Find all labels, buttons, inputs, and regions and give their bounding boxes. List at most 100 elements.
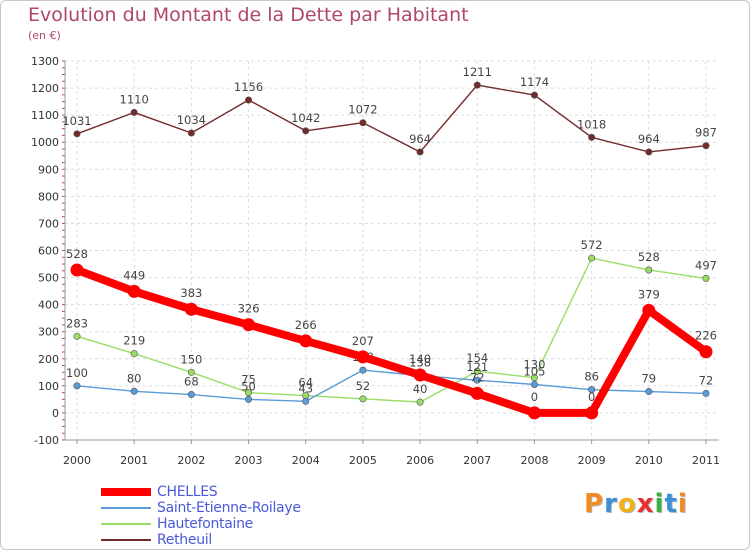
data-label-hautefontaine: 497	[695, 258, 717, 272]
data-point-hautefontaine	[530, 374, 538, 382]
data-point-saint-etienne-roilaye	[187, 391, 195, 399]
data-point-chelles	[585, 406, 599, 420]
data-point-hautefontaine	[645, 266, 653, 274]
y-tick-label: 200	[38, 353, 59, 366]
x-tick-label: 2005	[349, 454, 377, 467]
data-point-hautefontaine	[473, 367, 481, 375]
data-label-hautefontaine: 528	[638, 250, 660, 264]
data-point-chelles	[699, 345, 713, 359]
data-point-chelles	[527, 406, 541, 420]
data-label-chelles: 72	[470, 370, 485, 384]
data-label-hautefontaine: 150	[180, 352, 202, 366]
logo-letter: i	[654, 489, 665, 519]
data-label-retheuil: 1031	[62, 114, 91, 128]
data-point-chelles	[70, 263, 84, 277]
logo-letter: i	[677, 489, 688, 519]
logo-letter: o	[617, 489, 637, 519]
y-tick-label: 400	[38, 299, 59, 312]
x-tick-label: 2010	[635, 454, 663, 467]
data-label-retheuil: 987	[695, 126, 717, 140]
data-point-retheuil	[473, 81, 481, 89]
data-label-saint-etienne-roilaye: 86	[584, 370, 599, 384]
x-tick-label: 2006	[406, 454, 434, 467]
y-tick-label: 100	[38, 380, 59, 393]
data-point-retheuil	[645, 148, 653, 156]
data-point-saint-etienne-roilaye	[530, 381, 538, 389]
y-tick-label: 1200	[31, 82, 59, 95]
y-tick-label: 1000	[31, 136, 59, 149]
data-label-saint-etienne-roilaye: 72	[699, 373, 714, 387]
y-tick-label: 1300	[31, 55, 59, 68]
legend-item-saint-etienne-roilaye: Saint-Etienne-Roilaye	[101, 500, 361, 517]
data-point-hautefontaine	[130, 350, 138, 358]
data-label-chelles: 0	[531, 390, 538, 404]
data-point-retheuil	[359, 119, 367, 127]
data-point-chelles	[127, 284, 141, 298]
data-point-saint-etienne-roilaye	[645, 388, 653, 396]
x-tick-label: 2008	[520, 454, 548, 467]
data-point-hautefontaine	[187, 368, 195, 376]
data-point-chelles	[242, 318, 256, 332]
legend-label-saint-etienne-roilaye: Saint-Etienne-Roilaye	[157, 500, 301, 516]
logo-letter: P	[584, 489, 605, 519]
data-point-hautefontaine	[702, 274, 710, 282]
data-label-hautefontaine: 219	[123, 334, 145, 348]
data-point-retheuil	[187, 129, 195, 137]
data-point-chelles	[642, 303, 656, 317]
data-label-hautefontaine: 64	[298, 376, 313, 390]
data-point-hautefontaine	[359, 395, 367, 403]
legend-swatch-chelles	[101, 488, 151, 496]
y-tick-label: 0	[52, 407, 59, 420]
data-label-chelles: 449	[123, 268, 145, 282]
proxiti-logo: Proxiti	[584, 489, 688, 519]
y-tick-label: 500	[38, 272, 59, 285]
data-label-saint-etienne-roilaye: 68	[184, 375, 199, 389]
data-point-retheuil	[302, 127, 310, 135]
y-tick-label: 800	[38, 190, 59, 203]
data-point-retheuil	[702, 142, 710, 150]
x-tick-label: 2004	[292, 454, 320, 467]
data-label-chelles: 379	[638, 287, 660, 301]
legend-item-retheuil: Retheuil	[101, 532, 361, 549]
logo-letter: r	[604, 489, 618, 519]
data-point-retheuil	[245, 96, 253, 104]
data-label-saint-etienne-roilaye: 138	[409, 356, 431, 370]
data-label-saint-etienne-roilaye: 100	[66, 366, 88, 380]
data-label-saint-etienne-roilaye: 121	[466, 360, 488, 374]
data-point-hautefontaine	[588, 254, 596, 262]
data-label-hautefontaine: 130	[523, 358, 545, 372]
legend-swatch-retheuil	[101, 539, 151, 541]
data-label-retheuil: 1211	[463, 65, 492, 79]
data-label-chelles: 528	[66, 247, 88, 261]
data-label-chelles: 383	[180, 286, 202, 300]
y-tick-label: -100	[34, 434, 59, 447]
data-point-retheuil	[130, 108, 138, 116]
series-line-retheuil	[76, 84, 707, 153]
data-label-hautefontaine: 283	[66, 316, 88, 330]
data-label-saint-etienne-roilaye: 105	[523, 365, 545, 379]
y-tick-label: 1100	[31, 109, 59, 122]
data-label-saint-etienne-roilaye: 43	[298, 381, 313, 395]
data-point-hautefontaine	[73, 332, 81, 340]
data-point-chelles	[470, 386, 484, 400]
data-label-retheuil: 1174	[520, 75, 549, 89]
data-label-chelles: 226	[695, 329, 717, 343]
legend-label-retheuil: Retheuil	[157, 532, 212, 548]
data-label-hautefontaine: 75	[241, 373, 256, 387]
data-point-retheuil	[588, 133, 596, 141]
y-tick-label: 600	[38, 245, 59, 258]
data-point-chelles	[184, 302, 198, 316]
data-point-retheuil	[73, 130, 81, 138]
data-point-retheuil	[530, 91, 538, 99]
legend-label-hautefontaine: Hautefontaine	[157, 516, 253, 532]
chart-title: Evolution du Montant de la Dette par Hab…	[28, 4, 469, 26]
data-label-saint-etienne-roilaye: 80	[127, 371, 142, 385]
x-tick-label: 2003	[235, 454, 263, 467]
x-tick-label: 2009	[578, 454, 606, 467]
data-point-saint-etienne-roilaye	[702, 389, 710, 397]
data-label-chelles: 0	[588, 390, 595, 404]
series-line-chelles	[73, 265, 710, 417]
data-label-retheuil: 1156	[234, 80, 263, 94]
data-label-chelles: 140	[409, 352, 431, 366]
